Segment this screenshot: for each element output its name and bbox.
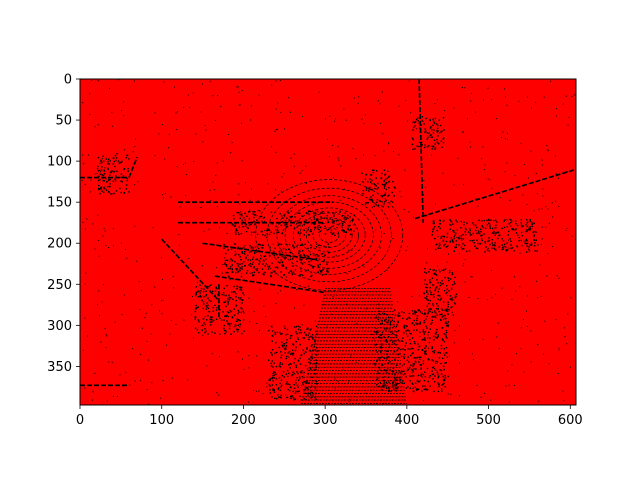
point-cluster xyxy=(267,325,319,401)
road-edge-line xyxy=(414,168,576,220)
scan-ring xyxy=(276,195,382,275)
axes-frame xyxy=(79,78,577,406)
y-tick-label: 0 xyxy=(64,73,72,88)
scan-ring xyxy=(266,187,392,283)
y-tick-label: 300 xyxy=(47,319,72,334)
point-cluster xyxy=(423,268,458,318)
y-tick-label: 350 xyxy=(47,360,72,375)
x-tick-label: 400 xyxy=(394,413,419,428)
x-tick-label: 600 xyxy=(558,413,583,428)
x-tick-label: 300 xyxy=(313,413,338,428)
point-cluster xyxy=(362,169,396,208)
x-tick-label: 200 xyxy=(231,413,256,428)
y-tick-label: 250 xyxy=(47,278,72,293)
x-tick-label: 500 xyxy=(476,413,501,428)
y-tick-label: 50 xyxy=(55,114,72,129)
point-cluster xyxy=(231,210,356,237)
image-data xyxy=(80,79,576,405)
point-cluster xyxy=(96,152,130,195)
scan-ring xyxy=(255,179,404,291)
road-edge-line xyxy=(214,275,326,294)
y-tick-label: 200 xyxy=(47,237,72,252)
x-tick-label: 0 xyxy=(76,413,84,428)
y-tick-label: 100 xyxy=(47,155,72,170)
point-cluster xyxy=(431,218,539,253)
road-edge-line xyxy=(161,238,220,302)
plot-area xyxy=(80,79,576,405)
road-edge-line xyxy=(202,242,318,261)
scan-ring xyxy=(299,212,359,258)
road-edge-line xyxy=(128,156,138,178)
point-cluster xyxy=(411,116,445,150)
y-tick-label: 150 xyxy=(47,196,72,211)
x-tick-label: 100 xyxy=(149,413,174,428)
point-cluster xyxy=(374,309,450,393)
road-edge-line xyxy=(418,79,424,223)
background-speckle xyxy=(81,79,576,405)
point-cluster xyxy=(194,284,245,335)
x-axis: 0 100 200 300 400 500 600 xyxy=(76,405,583,428)
y-axis: 0 50 100 150 200 250 300 350 xyxy=(47,73,80,375)
point-cluster xyxy=(223,243,330,278)
